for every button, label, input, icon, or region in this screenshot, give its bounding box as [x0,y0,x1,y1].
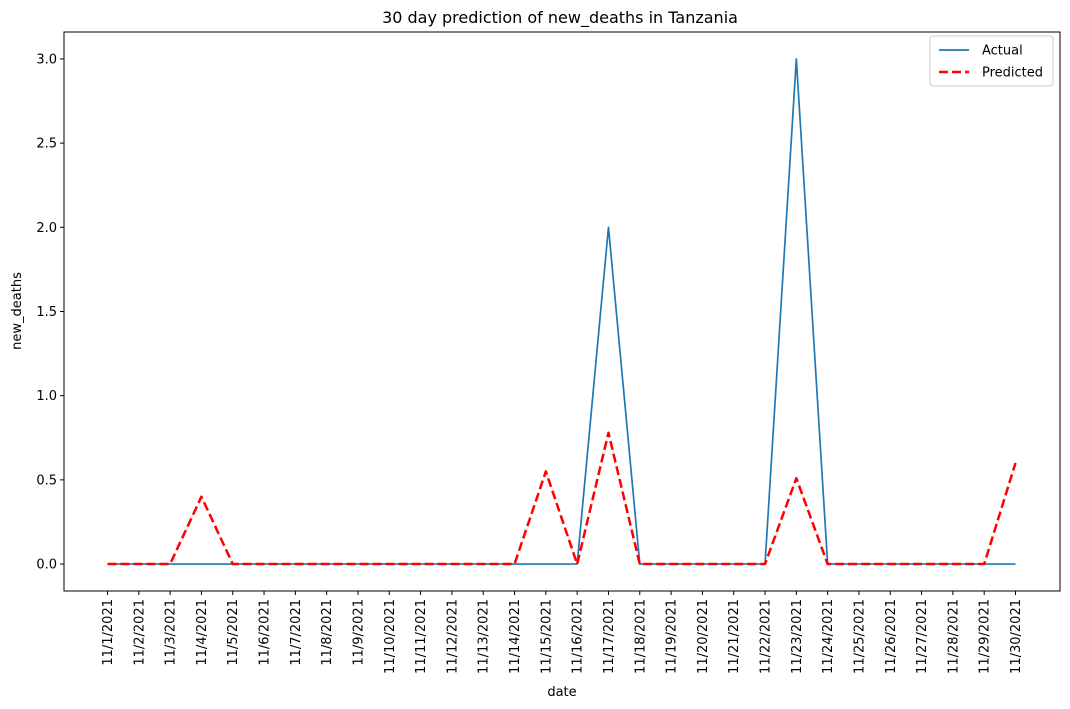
legend: Actual Predicted [929,35,1054,87]
x-tick-label: 11/24/2021 [821,599,836,674]
x-tick-label: 11/7/2021 [289,599,304,666]
y-axis-title: new_deaths [10,272,25,350]
x-tick-label: 11/3/2021 [164,599,179,666]
x-tick-label: 11/16/2021 [571,599,586,674]
x-tick-label: 11/15/2021 [539,599,554,674]
x-axis-title: date [547,685,576,700]
x-tick-label: 11/6/2021 [258,599,273,666]
plot-area: 0.0 0.5 1.0 1.5 2.0 2.5 3.0 11/1/2021 11/2/2021… [36,31,1061,674]
x-tick-label: 11/5/2021 [226,599,241,666]
y-tick-label: 1.0 [36,389,57,404]
y-tick-label: 1.5 [36,305,57,320]
series-line-actual [107,58,1016,565]
plot-frame [63,31,1061,592]
series-layer [107,58,1017,566]
x-tick-label: 11/19/2021 [665,599,680,674]
y-tick-label: 0.0 [36,558,57,573]
x-tick-label: 11/18/2021 [633,599,648,674]
y-axis: 0.0 0.5 1.0 1.5 2.0 2.5 3.0 [36,52,64,573]
x-tick-label: 11/27/2021 [915,599,930,674]
x-tick-label: 11/4/2021 [195,599,210,666]
x-tick-label: 11/25/2021 [852,599,867,674]
x-axis: 11/1/2021 11/2/2021 11/3/2021 11/4/2021 11/5… [101,591,1024,674]
series-line-predicted [107,431,1017,566]
x-tick-label: 11/29/2021 [978,599,993,674]
y-tick-label: 3.0 [36,52,57,67]
x-tick-label: 11/12/2021 [445,599,460,674]
x-tick-label: 11/22/2021 [759,599,774,674]
x-tick-label: 11/8/2021 [320,599,335,666]
x-tick-label: 11/13/2021 [477,599,492,674]
legend-frame [929,35,1054,87]
x-tick-label: 11/11/2021 [414,599,429,674]
y-tick-label: 0.5 [36,473,57,488]
chart-title: 30 day prediction of new_deaths in Tanza… [382,8,738,28]
x-tick-label: 11/14/2021 [508,599,523,674]
legend-label-predicted: Predicted [982,66,1043,81]
x-tick-label: 11/26/2021 [884,599,899,674]
x-tick-label: 11/21/2021 [727,599,742,674]
x-tick-label: 11/28/2021 [946,599,961,674]
x-tick-label: 11/1/2021 [101,599,116,666]
x-tick-label: 11/30/2021 [1009,599,1024,674]
x-tick-label: 11/2/2021 [132,599,147,666]
x-tick-label: 11/9/2021 [351,599,366,666]
legend-label-actual: Actual [982,44,1023,59]
x-tick-label: 11/23/2021 [790,599,805,674]
x-tick-label: 11/10/2021 [383,599,398,674]
x-tick-label: 11/20/2021 [696,599,711,674]
y-tick-label: 2.5 [36,137,57,152]
y-tick-label: 2.0 [36,221,57,236]
x-tick-label: 11/17/2021 [602,599,617,674]
